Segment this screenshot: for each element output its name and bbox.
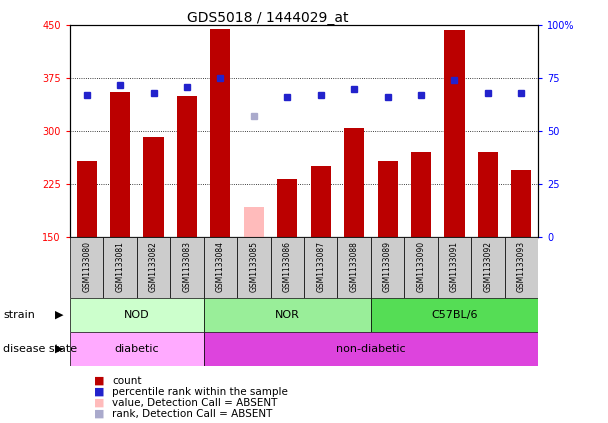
FancyBboxPatch shape [103, 237, 137, 298]
Text: GSM1133091: GSM1133091 [450, 241, 459, 292]
FancyBboxPatch shape [505, 237, 538, 298]
FancyBboxPatch shape [337, 237, 371, 298]
Text: GSM1133090: GSM1133090 [416, 241, 426, 292]
FancyBboxPatch shape [371, 237, 404, 298]
Text: GSM1133088: GSM1133088 [350, 241, 359, 292]
Text: GSM1133092: GSM1133092 [483, 241, 492, 292]
Bar [311, 166, 331, 237]
Bar [511, 170, 531, 237]
FancyBboxPatch shape [70, 237, 103, 298]
Text: C57BL/6: C57BL/6 [431, 310, 478, 320]
Bar [110, 92, 130, 237]
Text: value, Detection Call = ABSENT: value, Detection Call = ABSENT [112, 398, 278, 408]
Text: GSM1133089: GSM1133089 [383, 241, 392, 292]
FancyBboxPatch shape [271, 237, 304, 298]
Bar [143, 137, 164, 237]
Text: GDS5018 / 1444029_at: GDS5018 / 1444029_at [187, 11, 348, 25]
Text: GSM1133081: GSM1133081 [116, 241, 125, 292]
FancyBboxPatch shape [237, 237, 271, 298]
Bar [344, 128, 364, 237]
FancyBboxPatch shape [70, 298, 204, 332]
Text: ▶: ▶ [55, 310, 64, 320]
Text: GSM1133093: GSM1133093 [517, 241, 526, 292]
FancyBboxPatch shape [137, 237, 170, 298]
Text: GSM1133087: GSM1133087 [316, 241, 325, 292]
FancyBboxPatch shape [204, 332, 538, 366]
FancyBboxPatch shape [70, 332, 204, 366]
FancyBboxPatch shape [304, 237, 337, 298]
Text: GSM1133084: GSM1133084 [216, 241, 225, 292]
FancyBboxPatch shape [471, 237, 505, 298]
FancyBboxPatch shape [404, 237, 438, 298]
Text: count: count [112, 376, 142, 386]
FancyBboxPatch shape [371, 298, 538, 332]
Text: GSM1133085: GSM1133085 [249, 241, 258, 292]
Text: GSM1133082: GSM1133082 [149, 241, 158, 292]
Text: non-diabetic: non-diabetic [336, 344, 406, 354]
FancyBboxPatch shape [170, 237, 204, 298]
Bar [478, 152, 498, 237]
Text: GSM1133083: GSM1133083 [182, 241, 192, 292]
Bar [378, 161, 398, 237]
Text: ■: ■ [94, 409, 105, 419]
Text: ▶: ▶ [55, 344, 64, 354]
FancyBboxPatch shape [204, 298, 371, 332]
Bar [444, 30, 465, 237]
Text: GSM1133080: GSM1133080 [82, 241, 91, 292]
Text: ■: ■ [94, 398, 105, 408]
Text: strain: strain [3, 310, 35, 320]
Bar [210, 29, 230, 237]
Text: percentile rank within the sample: percentile rank within the sample [112, 387, 288, 397]
Text: ■: ■ [94, 387, 105, 397]
Text: GSM1133086: GSM1133086 [283, 241, 292, 292]
Text: disease state: disease state [3, 344, 77, 354]
FancyBboxPatch shape [204, 237, 237, 298]
Bar [244, 207, 264, 237]
FancyBboxPatch shape [438, 237, 471, 298]
Text: NOD: NOD [124, 310, 150, 320]
Text: rank, Detection Call = ABSENT: rank, Detection Call = ABSENT [112, 409, 273, 419]
Bar [411, 152, 431, 237]
Bar [277, 179, 297, 237]
Text: diabetic: diabetic [114, 344, 159, 354]
Bar [177, 96, 197, 237]
Text: ■: ■ [94, 376, 105, 386]
Text: NOR: NOR [275, 310, 300, 320]
Bar [77, 161, 97, 237]
